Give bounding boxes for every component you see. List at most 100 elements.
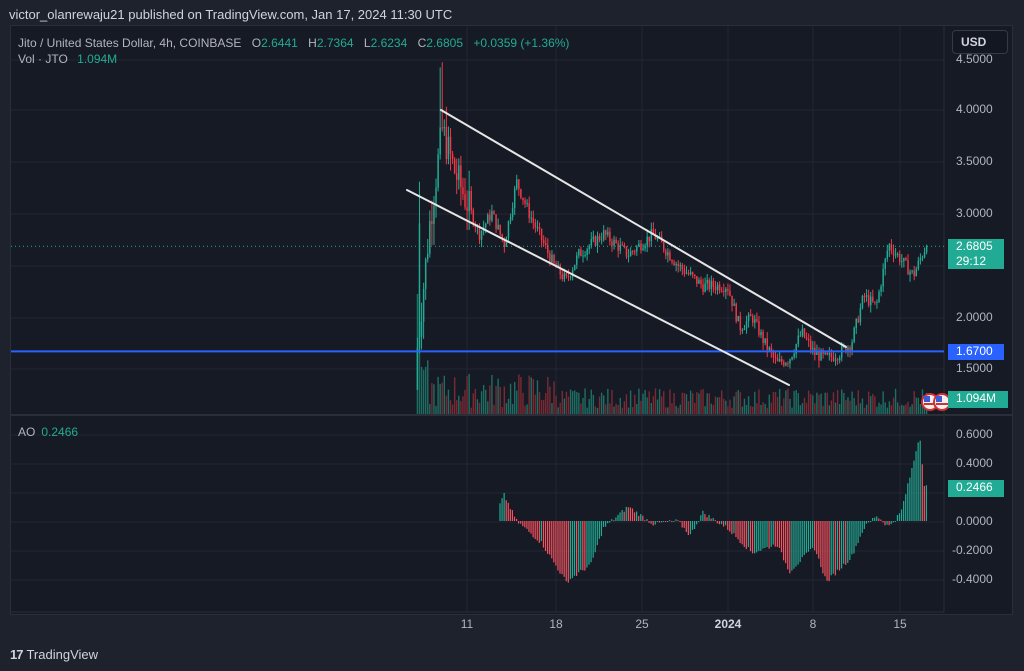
candle-body [518, 179, 520, 190]
volume-bar [781, 405, 783, 414]
candle-body [605, 230, 607, 235]
volume-bar [636, 403, 638, 414]
volume-bar [435, 405, 437, 414]
ao-histogram-bar [863, 521, 865, 530]
candle-body [491, 211, 493, 221]
volume-bar [648, 391, 650, 414]
volume-bar [886, 407, 888, 414]
candle-body [493, 211, 495, 215]
ao-histogram-bar [602, 521, 605, 527]
volume-bar [427, 360, 429, 414]
candle-body [735, 303, 737, 322]
candle-body [805, 337, 808, 339]
volume-bar [429, 403, 431, 414]
ao-histogram-bar [565, 521, 567, 582]
ao-histogram-bar [795, 521, 797, 567]
candle-body [584, 255, 586, 257]
tradingview-brand[interactable]: 17 TradingView [10, 647, 98, 662]
volume-bar [789, 398, 791, 414]
time-tick-label: 25 [635, 617, 649, 631]
ao-histogram-bar [710, 518, 712, 521]
ao-histogram-bar [905, 494, 907, 521]
ao-histogram-bar [629, 507, 632, 521]
ao-histogram-bar [685, 521, 687, 532]
ao-histogram-bar [673, 521, 675, 522]
tradingview-logo-icon: 17 [10, 647, 24, 662]
candle-body [917, 260, 920, 269]
candle-body [903, 257, 905, 262]
candle-body [602, 230, 605, 240]
volume-bar [737, 390, 739, 414]
ao-histogram-bar [872, 517, 874, 521]
volume-bar [801, 403, 804, 414]
ao-histogram-bar [737, 521, 739, 540]
ao-histogram-bar [903, 501, 905, 521]
candle-body [783, 362, 785, 366]
candle-body [499, 224, 501, 235]
volume-bar [888, 401, 891, 414]
ao-histogram-bar [747, 521, 749, 548]
volume-bar [654, 388, 657, 414]
candle-body [513, 188, 516, 208]
candle-body [667, 252, 669, 256]
ao-histogram-bar [876, 516, 878, 521]
candle-body [905, 257, 907, 261]
volume-bar [729, 399, 731, 414]
candle-body [679, 264, 682, 266]
candle-body [478, 225, 481, 240]
volume-bar [458, 395, 460, 414]
candle-body [857, 318, 860, 323]
candle-body [640, 243, 642, 251]
volume-label[interactable]: Vol · JTO [18, 52, 68, 66]
volume-bar [532, 379, 535, 414]
volume-bar [594, 406, 597, 414]
volume-bar [681, 392, 684, 414]
candle-body [590, 239, 593, 246]
ao-histogram-bar [840, 521, 843, 569]
currency-button[interactable]: USD [952, 30, 1008, 54]
ao-histogram-bar [836, 521, 839, 570]
price-tick-label: 3.5000 [956, 154, 993, 168]
publish-attribution: victor_olanrewaju21 published on Trading… [9, 7, 453, 22]
ao-histogram-bar [882, 521, 884, 523]
volume-bar [652, 396, 655, 414]
volume-bar [443, 375, 446, 414]
volume-bar [439, 384, 441, 414]
ao-histogram-bar [766, 521, 768, 548]
ao-histogram-bar [869, 521, 872, 522]
ao-histogram-bar [776, 521, 778, 547]
ao-tick-label: 0.0000 [956, 514, 993, 528]
candle-body [596, 235, 599, 246]
ao-histogram-bar [524, 521, 526, 528]
ao-label[interactable]: AO [18, 425, 36, 439]
volume-bar [712, 405, 715, 414]
candle-body [437, 154, 439, 188]
volume-bar [828, 405, 831, 414]
ao-value-tag: 0.2466 [948, 480, 1004, 497]
volume-bar [526, 404, 528, 414]
ao-tick-label: 0.6000 [956, 427, 993, 441]
volume-bar [909, 406, 911, 414]
candle-body [607, 231, 609, 235]
ao-histogram-bar [782, 521, 785, 561]
volume-bar [685, 394, 688, 414]
volume-bar [822, 405, 824, 414]
ao-histogram-bar [704, 514, 706, 521]
symbol-title[interactable]: Jito / United States Dollar, 4h, COINBAS… [18, 36, 242, 50]
volume-bar [776, 396, 779, 414]
candle-body [484, 223, 487, 228]
candle-body [648, 236, 650, 242]
ao-histogram-bar [787, 521, 789, 570]
ao-histogram-bar [642, 515, 644, 521]
ao-histogram-bar [923, 486, 925, 521]
volume-bar [559, 402, 561, 414]
chart-frame[interactable] [10, 25, 1013, 615]
ao-histogram-bar [822, 521, 824, 574]
volume-bar [582, 397, 584, 414]
candle-body [629, 251, 632, 257]
volume-bar [576, 392, 578, 414]
volume-bar [739, 392, 742, 414]
ao-histogram-bar [774, 521, 776, 547]
volume-bar [516, 390, 518, 414]
